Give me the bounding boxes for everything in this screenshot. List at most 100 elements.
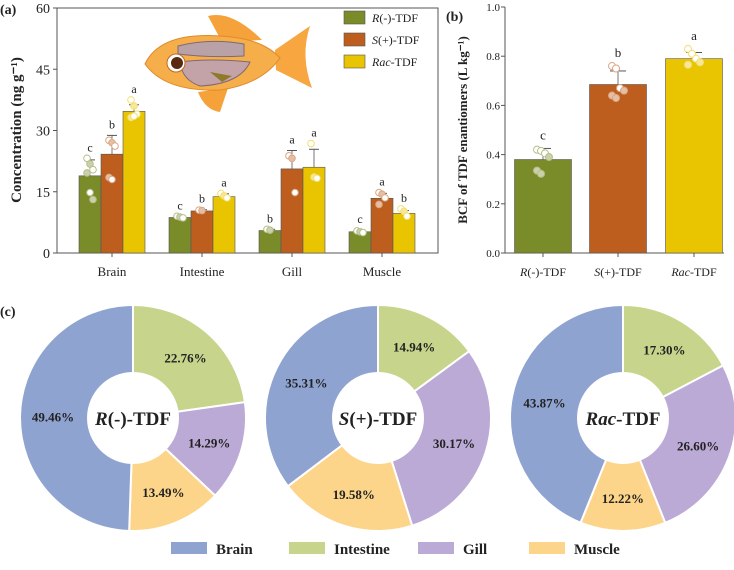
data-point xyxy=(375,200,383,209)
x-tick-label-b-italic: Rac xyxy=(670,265,690,279)
slice-label: 22.76% xyxy=(164,351,206,366)
legend-swatch xyxy=(343,10,366,25)
legend-swatch-muscle xyxy=(529,542,565,554)
y-tick-label-b: 0.8 xyxy=(486,51,500,63)
x-tick-label-b-rest: -TDF xyxy=(690,265,717,279)
data-point xyxy=(381,194,389,202)
y-tick-label-b: 0.4 xyxy=(486,150,500,162)
x-tick-label-a: Gill xyxy=(282,264,303,279)
pie-slice-muscle xyxy=(579,415,667,532)
pie-center-label-italic: R xyxy=(94,409,108,430)
data-point xyxy=(359,228,367,237)
y-tick-label-a: 30 xyxy=(36,125,50,140)
data-point xyxy=(198,206,206,215)
legend-label-italic: R xyxy=(371,11,380,25)
data-point xyxy=(313,174,321,183)
x-tick-label-b: R(-)-TDF xyxy=(519,265,566,279)
data-point xyxy=(89,165,97,174)
legend-label: Gill xyxy=(463,542,487,558)
slice-label: 19.58% xyxy=(333,487,375,502)
donut-hole xyxy=(332,372,424,464)
bar xyxy=(122,111,146,254)
bar xyxy=(392,213,416,254)
data-point xyxy=(545,153,553,162)
slice-label: 26.60% xyxy=(677,439,719,454)
data-point xyxy=(612,94,620,103)
significance-letter: c xyxy=(540,127,546,142)
data-point xyxy=(86,188,94,197)
legend-label: Muscle xyxy=(574,542,620,558)
data-point xyxy=(179,214,187,222)
pie-slice-brain xyxy=(509,303,624,525)
legend-label: Rac-TDF xyxy=(371,55,418,69)
bar xyxy=(280,168,304,254)
slice-label: 30.17% xyxy=(433,436,475,451)
y-tick-label-b: 0.6 xyxy=(486,100,500,112)
bar xyxy=(212,196,236,254)
significance-letter: c xyxy=(177,198,182,212)
x-tick-label-b-rest: (+)-TDF xyxy=(600,265,642,279)
data-point xyxy=(223,194,231,202)
slice-label: 13.49% xyxy=(142,485,184,500)
legend-label-rest: -TDF xyxy=(391,55,418,69)
data-point xyxy=(111,142,119,150)
x-tick-label-b: Rac-TDF xyxy=(670,265,717,279)
data-point xyxy=(620,86,628,95)
data-point xyxy=(537,169,545,178)
significance-letter: a xyxy=(691,28,697,43)
pie-center-label-rest: (+)-TDF xyxy=(349,409,417,430)
significance-letter: b xyxy=(109,117,115,131)
x-tick-label-b-italic: S xyxy=(594,265,600,279)
legend-swatch-intestine xyxy=(289,542,325,554)
significance-letter: b xyxy=(267,211,273,225)
bar xyxy=(665,58,723,254)
legend-swatch xyxy=(343,54,366,69)
significance-letter: c xyxy=(87,140,92,154)
significance-letter: a xyxy=(131,82,137,96)
x-tick-label-a: Intestine xyxy=(180,264,225,279)
donut-hole xyxy=(87,372,179,464)
legend-label: Brain xyxy=(216,542,253,558)
pie-center-label-italic: S xyxy=(339,409,350,430)
significance-letter: a xyxy=(289,133,295,147)
donut-hole xyxy=(577,372,669,464)
panel-label-a: (a) xyxy=(0,3,17,18)
slice-label: 43.87% xyxy=(523,396,565,411)
legend-label-rest: (-)-TDF xyxy=(379,11,418,25)
y-tick-label-a: 15 xyxy=(36,186,50,201)
slice-label: 17.30% xyxy=(643,343,685,358)
data-point xyxy=(127,96,135,104)
significance-letter: b xyxy=(199,192,205,206)
data-point xyxy=(266,226,274,234)
data-point xyxy=(86,160,94,168)
bar xyxy=(78,175,102,254)
y-tick-label-a: 45 xyxy=(36,63,50,78)
y-tick-label-b: 1.0 xyxy=(486,2,500,14)
x-tick-label-b-rest: (-)-TDF xyxy=(527,265,566,279)
data-point xyxy=(288,154,296,163)
significance-letter: b xyxy=(401,191,407,205)
data-point xyxy=(684,60,692,69)
pie-center-label-rest: (-)-TDF xyxy=(108,409,171,430)
data-point xyxy=(83,169,91,177)
significance-letter: b xyxy=(615,45,622,60)
legend-label-italic: Rac xyxy=(371,55,391,69)
y-tick-label-b: 0.0 xyxy=(486,248,500,260)
slice-label: 14.29% xyxy=(188,435,230,450)
data-point xyxy=(403,212,411,221)
bar xyxy=(168,217,192,254)
legend-label-rest: (+)-TDF xyxy=(378,33,420,47)
legend-label: S(+)-TDF xyxy=(372,33,420,47)
data-point xyxy=(696,58,704,67)
significance-letter: a xyxy=(379,175,385,189)
panel-label-b: (b) xyxy=(446,10,463,25)
legend-swatch xyxy=(343,32,366,47)
data-point xyxy=(291,188,299,197)
x-tick-label-a: Muscle xyxy=(363,264,402,279)
data-point xyxy=(130,112,138,121)
data-point xyxy=(130,102,138,110)
pie-center-label: Rac-TDF xyxy=(585,409,661,430)
pie-center-label: S(+)-TDF xyxy=(339,409,417,430)
legend-swatch-brain xyxy=(171,542,207,554)
